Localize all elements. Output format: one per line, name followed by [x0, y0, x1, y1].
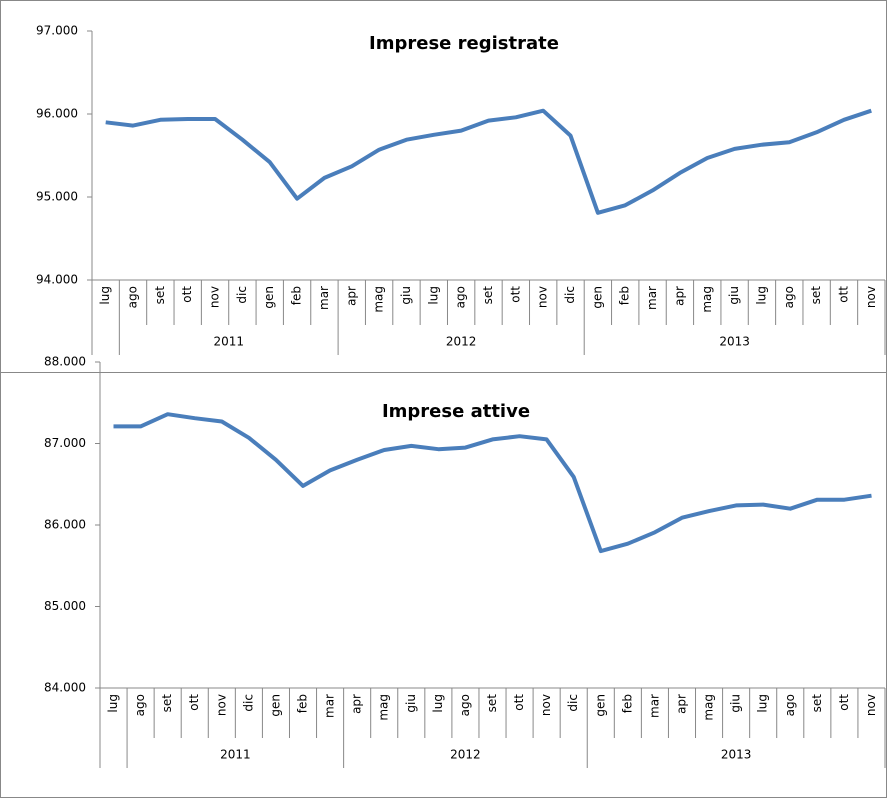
x-tick-label: ott	[512, 694, 526, 711]
x-tick-label: lug	[106, 694, 120, 713]
y-tick-label: 95.000	[36, 190, 78, 204]
x-tick-label: mar	[317, 286, 331, 310]
x-tick-label: giu	[399, 286, 413, 305]
x-tick-label: feb	[620, 694, 634, 713]
x-tick-label: nov	[864, 694, 878, 716]
x-tick-label: gen	[268, 694, 282, 717]
x-tick-label: ago	[783, 694, 797, 716]
x-tick-label: nov	[539, 694, 553, 716]
y-tick-label: 96.000	[36, 107, 78, 121]
x-tick-label: feb	[290, 286, 304, 305]
chart-title: Imprese registrate	[369, 33, 559, 54]
x-tick-label: apr	[674, 694, 688, 714]
x-tick-label: mar	[323, 694, 337, 718]
x-tick-label: set	[485, 694, 499, 713]
group-label: 2013	[719, 335, 750, 349]
x-tick-label: feb	[296, 694, 310, 713]
x-tick-label: mar	[645, 286, 659, 310]
y-tick-label: 94.000	[36, 273, 78, 287]
x-tick-label: lug	[756, 694, 770, 713]
x-tick-label: apr	[350, 694, 364, 714]
group-label: 2011	[213, 335, 244, 349]
x-tick-label: giu	[727, 286, 741, 305]
x-tick-label: gen	[590, 286, 604, 309]
y-tick-label: 84.000	[44, 681, 86, 695]
x-tick-label: ott	[187, 694, 201, 711]
x-tick-label: ott	[180, 286, 194, 303]
x-tick-label: set	[481, 286, 495, 305]
x-tick-label: gen	[593, 694, 607, 717]
x-tick-label: dic	[566, 694, 580, 712]
x-tick-label: mag	[377, 694, 391, 721]
x-tick-label: lug	[754, 286, 768, 305]
x-tick-label: ago	[126, 286, 140, 308]
x-tick-label: lug	[431, 694, 445, 713]
y-tick-label: 97.000	[36, 24, 78, 38]
x-tick-label: nov	[208, 286, 222, 308]
x-tick-label: ago	[458, 694, 472, 716]
x-tick-label: dic	[235, 286, 249, 304]
x-tick-label: giu	[729, 694, 743, 713]
x-tick-label: mag	[702, 694, 716, 721]
x-tick-label: set	[810, 694, 824, 713]
x-tick-label: gen	[262, 286, 276, 309]
x-tick-label: ott	[508, 286, 522, 303]
data-line	[105, 108, 872, 215]
chart-frame	[0, 0, 887, 373]
x-tick-label: apr	[672, 286, 686, 306]
x-tick-label: dic	[563, 286, 577, 304]
y-tick-label: 85.000	[44, 599, 86, 613]
x-tick-label: lug	[98, 286, 112, 305]
x-tick-label: ott	[837, 694, 851, 711]
x-tick-label: dic	[241, 694, 255, 712]
x-tick-label: ott	[836, 286, 850, 303]
group-label: 2011	[220, 748, 251, 762]
x-tick-label: set	[160, 694, 174, 713]
y-tick-label: 87.000	[44, 436, 86, 450]
x-tick-label: mar	[647, 694, 661, 718]
x-tick-label: nov	[864, 286, 878, 308]
x-tick-label: set	[809, 286, 823, 305]
x-tick-label: lug	[426, 286, 440, 305]
x-tick-label: ago	[133, 694, 147, 716]
group-label: 2012	[446, 335, 477, 349]
x-tick-label: apr	[344, 286, 358, 306]
x-tick-label: giu	[404, 694, 418, 713]
y-tick-label: 88.000	[44, 355, 86, 369]
x-tick-label: nov	[214, 694, 228, 716]
x-tick-label: feb	[618, 286, 632, 305]
chart-title: Imprese attive	[382, 401, 530, 422]
x-tick-label: ago	[454, 286, 468, 308]
x-tick-label: nov	[536, 286, 550, 308]
x-tick-label: mag	[700, 286, 714, 313]
group-label: 2012	[450, 748, 481, 762]
y-tick-label: 86.000	[44, 518, 86, 532]
x-tick-label: set	[153, 286, 167, 305]
x-tick-label: ago	[782, 286, 796, 308]
chart-frame	[0, 372, 887, 798]
x-tick-label: mag	[372, 286, 386, 313]
group-label: 2013	[721, 748, 752, 762]
data-line	[113, 412, 872, 554]
